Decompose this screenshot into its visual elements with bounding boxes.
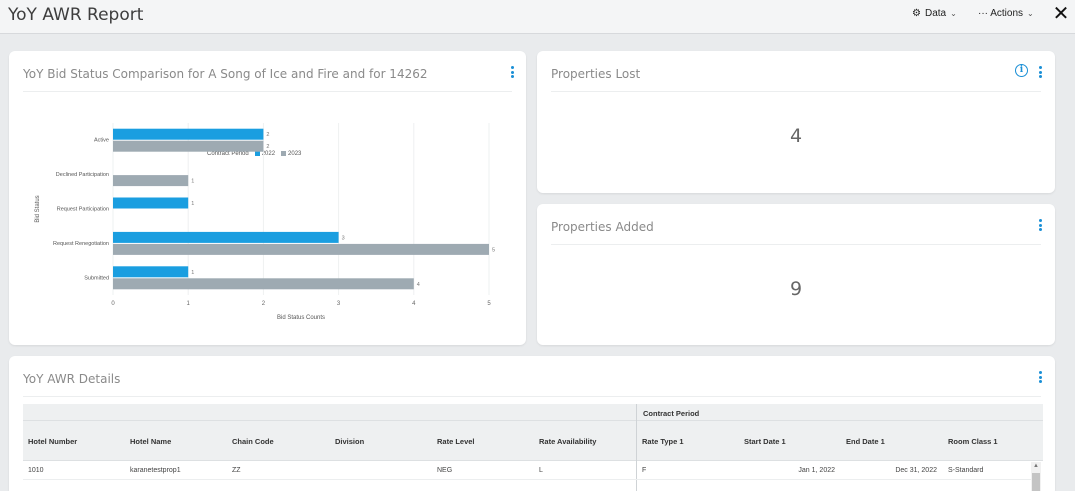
properties-lost-value: 4: [789, 125, 803, 147]
table-header-row: Hotel Number Hotel Name Chain Code Divis…: [23, 421, 1043, 461]
category-label: Declined Participation: [56, 172, 109, 178]
close-icon: ✕: [1052, 3, 1070, 25]
scroll-thumb[interactable]: [1032, 473, 1040, 491]
bar-2023: [113, 140, 264, 152]
data-label: 1: [191, 270, 194, 276]
legend-entry-2022[interactable]: 2022: [254, 151, 276, 158]
card-divider: [551, 91, 1041, 92]
chart-card-title: YoY Bid Status Comparison for A Song of …: [23, 67, 428, 81]
info-icon[interactable]: i: [1015, 64, 1028, 77]
category-label: Submitted: [84, 275, 109, 281]
legend-label: 2023: [288, 151, 302, 158]
properties-added-title: Properties Added: [551, 220, 654, 234]
column-group-divider: [636, 404, 637, 491]
data-menu-button[interactable]: ⚙ Data ⌄: [912, 8, 957, 19]
column-header-hotel-number[interactable]: Hotel Number: [28, 437, 78, 446]
cell-rate-type-1: F: [642, 467, 647, 474]
card-divider: [551, 244, 1041, 245]
table-row[interactable]: 1010 karanetestprop1 ZZ NEG L F Jan 1, 2…: [23, 462, 1031, 480]
cell-room-class-1: S-Standard: [948, 467, 984, 474]
table-group-header-row: Contract Period: [23, 404, 1043, 421]
y-axis-label: Bid Status: [35, 195, 41, 222]
cell-rate-availability: L: [539, 467, 543, 474]
table-vertical-scrollbar[interactable]: ▲: [1031, 462, 1041, 491]
column-header-chain-code[interactable]: Chain Code: [232, 437, 274, 446]
cell-end-date-1: Dec 31, 2022: [895, 467, 937, 474]
cell-chain-code: ZZ: [232, 467, 241, 474]
legend-title: Contract Period: [207, 151, 249, 158]
kebab-menu-icon[interactable]: [1036, 218, 1044, 232]
legend-label: 2022: [261, 151, 276, 158]
group-header-contract-period: Contract Period: [643, 409, 700, 418]
properties-added-value: 9: [789, 278, 803, 300]
bar-2022: [113, 231, 339, 243]
kebab-menu-icon[interactable]: [1036, 370, 1044, 384]
bar-2022: [113, 197, 189, 209]
actions-menu-label: ··· Actions: [978, 8, 1024, 19]
properties-lost-title: Properties Lost: [551, 67, 641, 81]
page-title: YoY AWR Report: [8, 5, 144, 25]
category-label: Request Participation: [57, 207, 109, 213]
card-divider: [23, 91, 512, 92]
category-label: Request Renegotiation: [53, 241, 109, 247]
awr-details-card: YoY AWR Details Contract Period Hotel Nu…: [9, 356, 1055, 491]
properties-added-card: Properties Added 9: [537, 204, 1055, 345]
x-tick-label: 5: [487, 301, 491, 307]
legend-entry-2023[interactable]: 2023: [281, 151, 301, 157]
legend-swatch: [281, 151, 287, 156]
cell-hotel-number: 1010: [28, 467, 44, 474]
cell-start-date-1: Jan 1, 2022: [798, 467, 835, 474]
bar-2023: [113, 243, 489, 255]
x-tick-label: 0: [111, 301, 115, 307]
column-header-rate-type-1[interactable]: Rate Type 1: [642, 437, 684, 446]
column-header-rate-level[interactable]: Rate Level: [437, 437, 475, 446]
data-label: 2: [266, 132, 269, 138]
bar-2022: [113, 128, 264, 140]
cell-hotel-name: karanetestprop1: [130, 467, 181, 474]
column-header-room-class-1[interactable]: Room Class 1: [948, 437, 998, 446]
column-header-hotel-name[interactable]: Hotel Name: [130, 437, 172, 446]
bar-2022: [113, 266, 189, 278]
scroll-up-arrow-icon[interactable]: ▲: [1033, 463, 1039, 469]
x-tick-label: 2: [262, 301, 266, 307]
bid-status-chart-card: YoY Bid Status Comparison for A Song of …: [9, 51, 526, 345]
gear-icon: ⚙: [912, 8, 921, 19]
actions-menu-button[interactable]: ··· Actions ⌄: [978, 8, 1034, 19]
column-header-division[interactable]: Division: [335, 437, 365, 446]
bid-status-bar-chart: 0 1 2 3 4 5 Bid Status Counts Bid Status Active 2…: [35, 123, 495, 321]
chart-legend: Contract Period 2022 2023: [207, 151, 301, 157]
x-tick-label: 3: [337, 301, 341, 307]
kebab-menu-icon[interactable]: [508, 65, 516, 79]
close-button[interactable]: ✕: [1051, 3, 1071, 25]
top-bar: YoY AWR Report ⚙ Data ⌄ ··· Actions ⌄ ✕: [0, 0, 1075, 34]
x-axis-label: Bid Status Counts: [277, 315, 325, 321]
data-label: 5: [492, 247, 495, 253]
data-label: 2: [266, 144, 269, 150]
bar-2023: [113, 175, 189, 187]
bar-2023: [113, 278, 414, 290]
cell-rate-level: NEG: [437, 467, 453, 474]
column-header-end-date-1[interactable]: End Date 1: [846, 437, 885, 446]
x-tick-label: 4: [412, 301, 416, 307]
chevron-down-icon: ⌄: [950, 9, 957, 18]
chevron-down-icon: ⌄: [1027, 9, 1034, 18]
details-table: Contract Period Hotel Number Hotel Name …: [23, 404, 1043, 491]
column-header-start-date-1[interactable]: Start Date 1: [744, 437, 786, 446]
data-label: 3: [342, 235, 345, 241]
data-label: 1: [191, 179, 194, 185]
card-divider: [23, 396, 1041, 397]
properties-lost-card: Properties Lost i 4: [537, 51, 1055, 193]
kebab-menu-icon[interactable]: [1036, 65, 1044, 79]
data-menu-label: Data: [924, 8, 947, 19]
data-label: 4: [417, 282, 420, 288]
details-card-title: YoY AWR Details: [23, 372, 121, 386]
legend-swatch: [254, 151, 260, 156]
category-label: Active: [94, 138, 109, 144]
column-header-rate-availability[interactable]: Rate Availability: [539, 437, 597, 446]
x-tick-label: 1: [187, 301, 191, 307]
data-label: 1: [191, 201, 194, 207]
